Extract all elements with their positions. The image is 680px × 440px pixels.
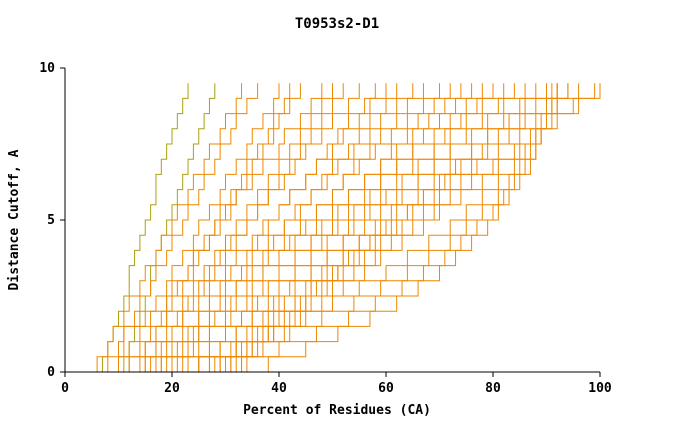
series-line [97,83,189,373]
x-tick-label: 40 [271,381,287,396]
series-line [113,83,280,373]
series-line [134,83,333,373]
series-line [102,83,259,373]
axes: 0 20 40 60 80 100 0 5 10 [39,61,612,396]
series-line [161,83,569,373]
series-line [225,83,558,373]
series-line [145,83,440,373]
x-tick-label: 0 [61,381,69,396]
x-tick-label: 100 [588,381,612,396]
x-tick-label: 80 [485,381,501,396]
y-tick-label: 5 [47,213,55,228]
x-tick-label: 60 [378,381,394,396]
x-axis-label: Percent of Residues (CA) [243,403,431,418]
x-tick-label: 20 [164,381,180,396]
y-tick-label: 10 [39,61,55,76]
chart-title: T0953s2-D1 [295,16,379,32]
series-line [118,83,360,373]
y-axis-label: Distance Cutoff, A [7,149,22,290]
series-line [139,83,414,373]
series-line [214,83,596,373]
series-line [172,83,553,373]
series-lines [91,83,601,373]
series-line [91,83,243,373]
y-tick-label: 0 [47,365,55,380]
series-line [123,83,291,373]
series-line [209,83,580,373]
series-line [139,83,344,373]
